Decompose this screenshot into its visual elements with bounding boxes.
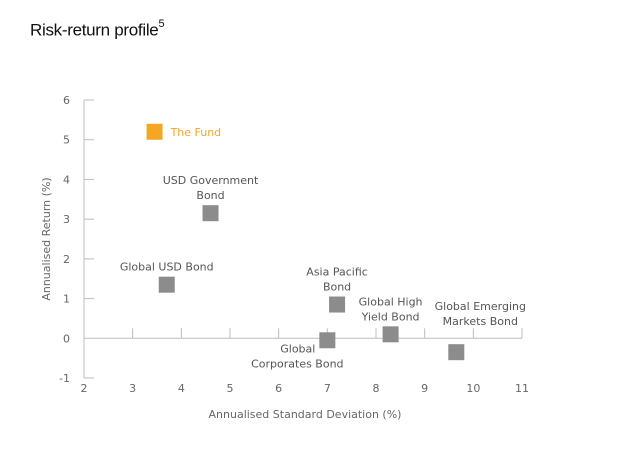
chart-title-text: Risk-return profile: [30, 20, 159, 40]
x-tick-label: 3: [129, 382, 136, 395]
x-tick-label: 5: [227, 382, 234, 395]
data-point-label: Global USD Bond: [120, 261, 214, 274]
data-point-marker: [382, 326, 399, 343]
data-point-label: Bond: [323, 281, 351, 294]
data-point-marker: [319, 332, 336, 349]
data-point-marker: [202, 205, 219, 222]
data-point-label: Corporates Bond: [251, 357, 343, 370]
y-tick-label: 1: [63, 293, 70, 306]
data-points: The Fund USD Government Bond Global USD Bon…: [120, 123, 526, 370]
data-point-label: Global High: [359, 295, 423, 308]
data-point-label: Asia Pacific: [306, 266, 368, 279]
y-axis-title: Annualised Return (%): [40, 177, 53, 300]
data-point-marker: [158, 276, 175, 293]
x-tick-label: 8: [373, 382, 380, 395]
y-tick-label: 2: [63, 253, 70, 266]
data-point-marker: [146, 123, 163, 140]
chart-title: Risk-return profile5: [30, 18, 165, 41]
x-tick-label: 2: [81, 382, 88, 395]
data-point-label: Global: [280, 342, 315, 355]
y-tick-label: 6: [63, 94, 70, 107]
footnote-marker: 5: [158, 18, 165, 30]
y-tick-label: -1: [59, 372, 70, 385]
x-tick-label: 10: [466, 382, 480, 395]
data-point-label: Markets Bond: [443, 315, 518, 328]
x-tick-label: 9: [421, 382, 428, 395]
data-point-label: USD Government: [163, 174, 259, 187]
x-tick-label: 11: [515, 382, 529, 395]
y-tick-label: 0: [63, 332, 70, 345]
x-tick-label: 7: [324, 382, 331, 395]
x-axis-title: Annualised Standard Deviation (%): [209, 408, 402, 421]
y-tick-label: 3: [63, 213, 70, 226]
axes: -1 0 1 2 3 4 5 6 2 3 4 5 6 7 8 9 10 11: [59, 94, 529, 395]
x-tick-label: 6: [275, 382, 282, 395]
data-point-label: Bond: [196, 189, 224, 202]
data-point-marker: [448, 344, 465, 361]
x-tick-label: 4: [178, 382, 185, 395]
y-tick-label: 5: [63, 134, 70, 147]
data-point-marker: [329, 296, 346, 313]
data-point-label: Global Emerging: [435, 300, 526, 313]
y-tick-label: 4: [63, 173, 70, 186]
data-point-label: Yield Bond: [361, 310, 420, 323]
data-point-label: The Fund: [170, 126, 222, 139]
